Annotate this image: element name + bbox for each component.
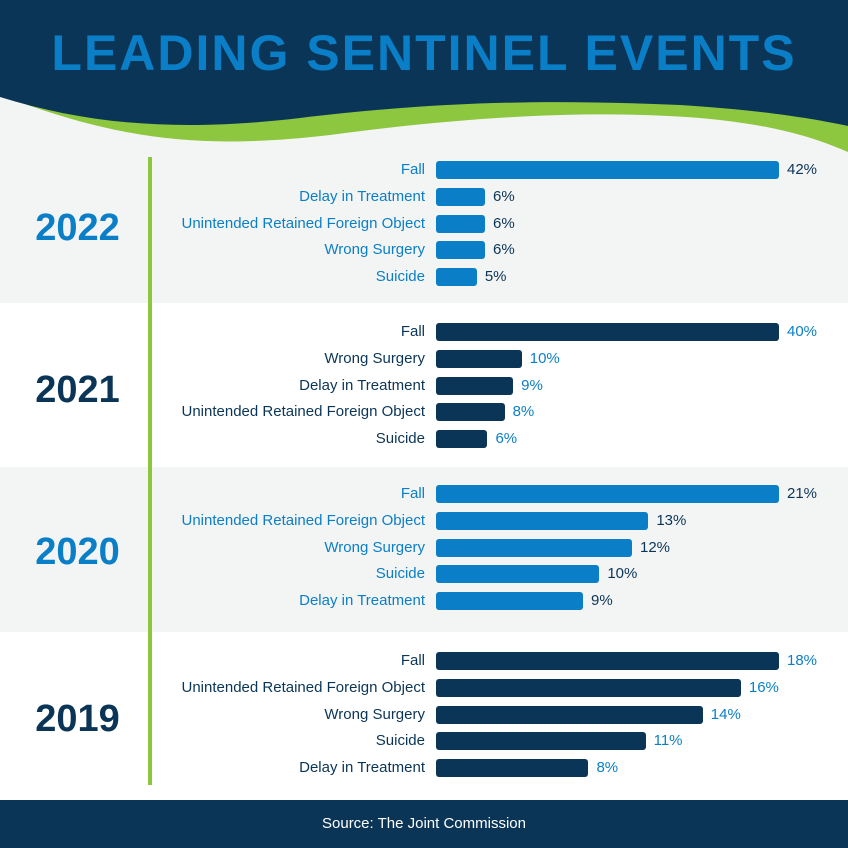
value-label: 6% bbox=[493, 214, 515, 232]
value-label: 10% bbox=[607, 565, 638, 583]
category-label: Delay in Treatment bbox=[299, 592, 425, 610]
value-label: 9% bbox=[521, 376, 543, 394]
bar-row: Unintended Retained Foreign Object 13% bbox=[0, 511, 848, 531]
value-label: 6% bbox=[493, 241, 515, 259]
bar-row: Suicide 6% bbox=[0, 429, 848, 449]
bar bbox=[436, 538, 632, 557]
bar-row: Fall 42% bbox=[0, 160, 848, 180]
bar bbox=[436, 161, 779, 179]
value-label: 5% bbox=[484, 268, 507, 286]
bar bbox=[436, 732, 646, 751]
timeline-line bbox=[148, 157, 152, 785]
navy-wave bbox=[0, 0, 848, 126]
bar-row: Unintended Retained Foreign Object 6% bbox=[0, 214, 848, 234]
bar-row: Fall 21% bbox=[0, 484, 848, 504]
bar-row: Unintended Retained Foreign Object 8% bbox=[0, 402, 848, 422]
year-label: 2022 bbox=[35, 207, 120, 249]
value-label: 8% bbox=[596, 759, 619, 777]
category-label: Wrong Surgery bbox=[324, 538, 425, 556]
category-label: Unintended Retained Foreign Object bbox=[181, 403, 426, 421]
bar bbox=[436, 485, 779, 503]
category-label: Wrong Surgery bbox=[324, 349, 425, 367]
bar bbox=[436, 241, 485, 260]
value-label: 6% bbox=[495, 430, 518, 448]
bar-row: Wrong Surgery 12% bbox=[0, 538, 848, 558]
category-label: Fall bbox=[400, 323, 425, 340]
category-label: Suicide bbox=[375, 732, 425, 750]
category-label: Wrong Surgery bbox=[324, 241, 425, 259]
value-label: 8% bbox=[512, 403, 535, 421]
bar bbox=[436, 214, 485, 233]
category-label: Unintended Retained Foreign Object bbox=[181, 511, 426, 529]
bar bbox=[436, 349, 522, 368]
bar bbox=[436, 592, 583, 611]
bar bbox=[436, 187, 485, 206]
bar-row: Fall 18% bbox=[0, 651, 848, 671]
bar-row: Unintended Retained Foreign Object 16% bbox=[0, 678, 848, 698]
value-label: 12% bbox=[640, 538, 671, 556]
bar bbox=[436, 376, 514, 395]
bar-row: Fall 40% bbox=[0, 322, 848, 342]
category-label: Delay in Treatment bbox=[299, 187, 425, 205]
category-label: Delay in Treatment bbox=[299, 759, 425, 777]
value-label: 14% bbox=[710, 705, 741, 723]
year-label: 2020 bbox=[35, 531, 120, 573]
bar-row: Delay in Treatment 8% bbox=[0, 758, 848, 778]
bar-row: Delay in Treatment 9% bbox=[0, 376, 848, 396]
bar-row: Wrong Surgery 10% bbox=[0, 349, 848, 369]
category-label: Suicide bbox=[375, 565, 425, 583]
page-title: LEADING SENTINEL EVENTS bbox=[51, 25, 797, 81]
value-label: 6% bbox=[493, 187, 515, 205]
value-label: 9% bbox=[591, 592, 613, 610]
value-label: 21% bbox=[787, 485, 818, 502]
value-label: 40% bbox=[787, 323, 818, 340]
bar bbox=[436, 565, 600, 584]
bar-row: Wrong Surgery 14% bbox=[0, 705, 848, 725]
bar bbox=[436, 759, 589, 778]
bar-row: Suicide 10% bbox=[0, 564, 848, 584]
category-label: Fall bbox=[400, 652, 425, 669]
source-footer: Source: The Joint Commission bbox=[0, 800, 848, 848]
category-label: Suicide bbox=[375, 430, 425, 448]
bar bbox=[436, 511, 649, 530]
category-label: Unintended Retained Foreign Object bbox=[181, 678, 426, 696]
value-label: 13% bbox=[656, 511, 687, 529]
value-label: 10% bbox=[529, 349, 560, 367]
header-wave bbox=[0, 0, 848, 152]
category-label: Fall bbox=[400, 161, 425, 178]
year-label: 2021 bbox=[35, 369, 120, 411]
value-label: 11% bbox=[653, 732, 683, 750]
bar-row: Delay in Treatment 9% bbox=[0, 591, 848, 611]
bar-row: Suicide 11% bbox=[0, 731, 848, 751]
bar-row: Suicide 5% bbox=[0, 267, 848, 287]
bar bbox=[436, 430, 488, 449]
value-label: 16% bbox=[748, 678, 779, 696]
bar bbox=[436, 652, 779, 670]
bar bbox=[436, 323, 779, 341]
bar bbox=[436, 403, 505, 422]
year-label: 2019 bbox=[35, 698, 120, 740]
bar-row: Delay in Treatment 6% bbox=[0, 187, 848, 207]
bar bbox=[436, 678, 741, 697]
category-label: Fall bbox=[400, 485, 425, 502]
bar bbox=[436, 705, 703, 724]
bar-row: Wrong Surgery 6% bbox=[0, 240, 848, 260]
category-label: Delay in Treatment bbox=[299, 376, 425, 394]
category-label: Suicide bbox=[375, 268, 425, 286]
category-label: Wrong Surgery bbox=[324, 705, 425, 723]
bar bbox=[436, 268, 477, 287]
value-label: 18% bbox=[787, 652, 818, 669]
value-label: 42% bbox=[787, 161, 818, 178]
category-label: Unintended Retained Foreign Object bbox=[181, 214, 426, 232]
